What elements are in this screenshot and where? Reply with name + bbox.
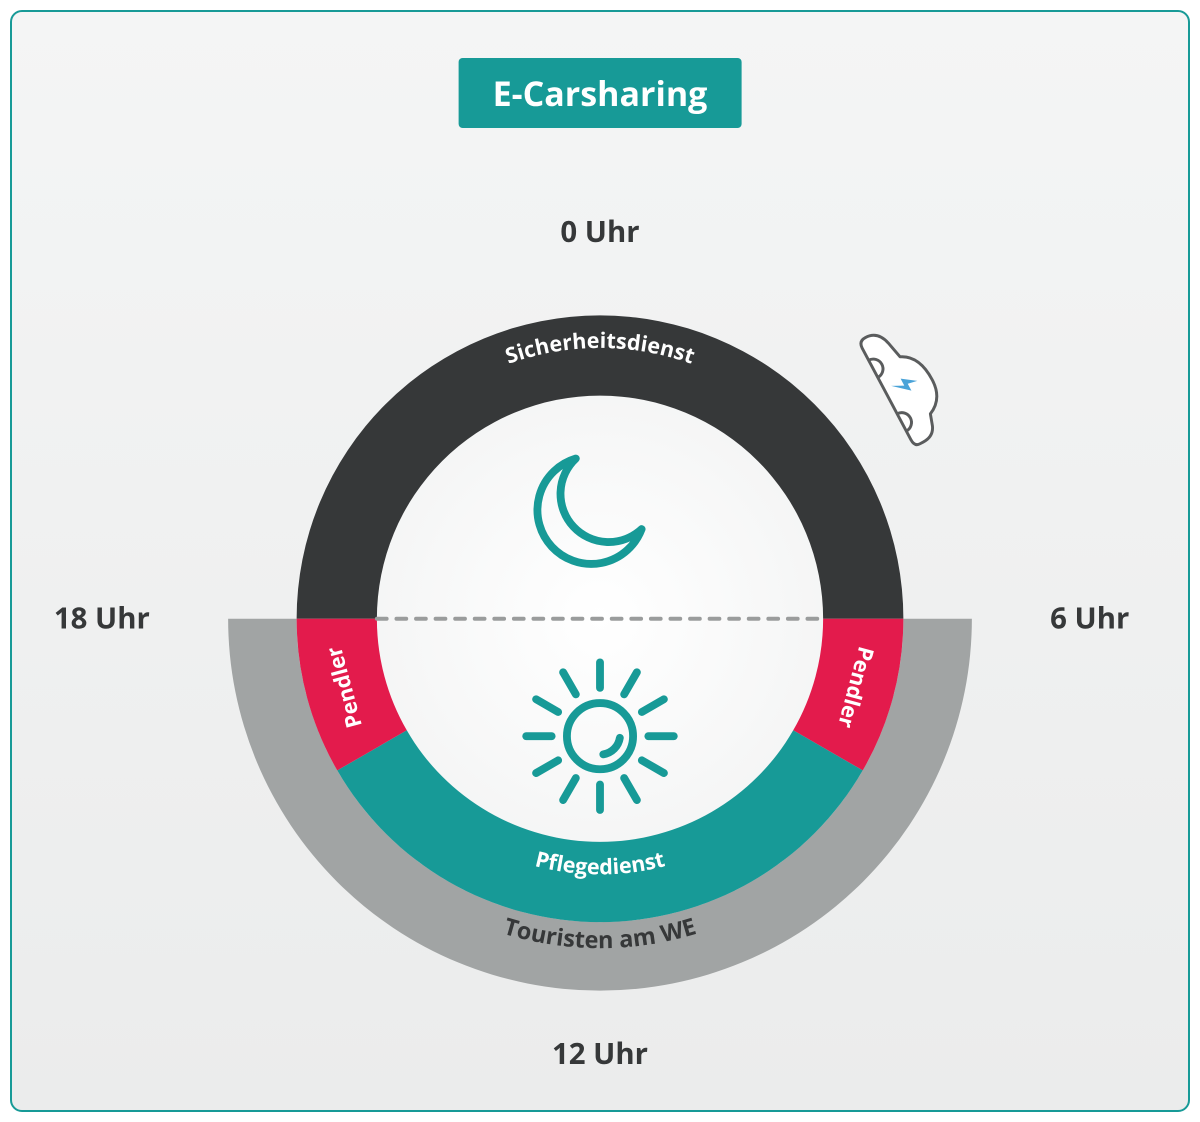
ecar-icon bbox=[859, 319, 957, 446]
hour-label: 18 Uhr bbox=[54, 598, 150, 638]
hour-label: 0 Uhr bbox=[560, 211, 639, 251]
hour-label: 12 Uhr bbox=[552, 1033, 648, 1073]
clock-chart: SicherheitsdienstPendlerPflegedienstPend… bbox=[12, 12, 1188, 1110]
diagram-panel: E-Carsharing SicherheitsdienstPendlerPfl… bbox=[10, 10, 1190, 1112]
hour-label: 6 Uhr bbox=[1050, 598, 1129, 638]
